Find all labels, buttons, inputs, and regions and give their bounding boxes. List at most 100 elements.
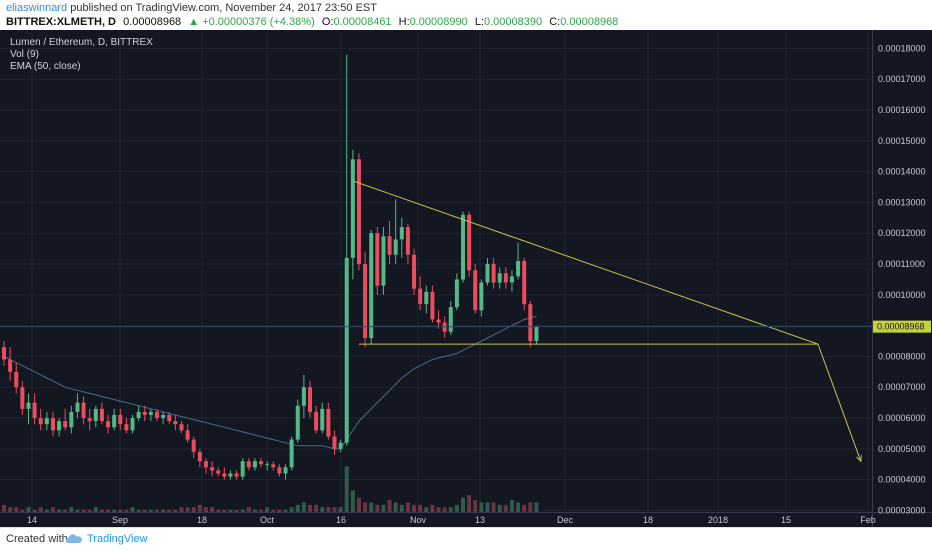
tradingview-brand-link[interactable]: TradingView	[87, 533, 148, 545]
volume-bar	[142, 509, 147, 512]
candle-body	[259, 461, 264, 465]
x-tick-label: 13	[475, 515, 485, 525]
volume-bar	[326, 507, 331, 512]
volume-bar	[375, 504, 380, 512]
author-link[interactable]: eliaswinnard	[6, 2, 68, 14]
candle-body	[246, 461, 251, 468]
candle-body	[161, 414, 166, 419]
volume-bar	[228, 509, 233, 512]
chart-header: eliaswinnard published on TradingView.co…	[0, 0, 932, 30]
grid	[0, 33, 872, 512]
candle-body	[326, 408, 331, 437]
time-axis[interactable]: 14 Sep 18 Oct 16 Nov 13 Dec 18 2018 15 Feb	[27, 515, 876, 525]
candle-body	[289, 439, 294, 468]
volume-bar	[448, 507, 453, 512]
volume-bar	[38, 507, 43, 512]
trendline[interactable]	[817, 343, 862, 462]
price-chart[interactable]: 0.00003000 0.00004000 0.00005000 0.00006000…	[0, 30, 932, 527]
x-tick-label: Nov	[410, 515, 427, 525]
legend-volume[interactable]: Vol (9)	[10, 49, 39, 60]
candle-body	[2, 347, 6, 360]
y-tick-label: 0.00004000	[878, 475, 926, 485]
volume-bar	[387, 500, 392, 512]
candle-body	[338, 442, 343, 449]
volume-bar	[136, 509, 141, 512]
candle-body	[136, 411, 141, 419]
candle-body	[185, 430, 190, 440]
volume-bar	[509, 500, 514, 512]
volume-bar	[99, 509, 104, 512]
open-label: O:	[321, 16, 334, 28]
candle-body	[38, 418, 43, 425]
candle-body	[509, 276, 514, 283]
volume-bar	[436, 507, 441, 512]
volume-bar	[295, 504, 300, 512]
candle-body	[534, 326, 539, 342]
candle-body	[436, 319, 441, 323]
volume-bar	[14, 507, 19, 512]
y-tick-label: 0.00018000	[878, 43, 926, 53]
candle-body	[271, 464, 276, 468]
volume-bar	[222, 509, 227, 512]
candle-body	[424, 291, 429, 305]
chart-legend: Lumen / Ethereum, D, BITTREX Vol (9) EMA…	[10, 37, 153, 72]
volume-bar	[179, 507, 184, 512]
candle-body	[301, 387, 306, 406]
candle-body	[44, 418, 49, 425]
candle-body	[497, 273, 502, 283]
candle-body	[106, 421, 111, 428]
volume-bar	[63, 509, 68, 512]
volume-bar	[130, 507, 135, 512]
volume-bar	[87, 509, 92, 512]
volume-bar	[148, 509, 153, 512]
candle-body	[387, 236, 392, 255]
candle-body	[528, 304, 533, 342]
candle-body	[179, 424, 184, 431]
candle-body	[112, 414, 117, 428]
candle-body	[479, 282, 484, 311]
volume-bar	[246, 507, 251, 512]
volume-bar	[259, 509, 264, 512]
candle-body	[332, 436, 337, 449]
volume-bar	[173, 509, 178, 512]
volume-bar	[112, 509, 117, 512]
x-tick-label: Feb	[860, 515, 876, 525]
volume-bar	[473, 500, 478, 512]
volume-bar	[50, 507, 55, 512]
candle-body	[491, 264, 496, 283]
volume-bar	[461, 497, 465, 512]
open-value: 0.00008461	[333, 16, 392, 28]
candle-body	[148, 411, 153, 415]
candle-body	[418, 288, 423, 305]
volume-bar	[265, 507, 270, 512]
candle-body	[277, 467, 282, 474]
candle-body	[222, 473, 227, 477]
volume-bar	[57, 509, 62, 512]
volume-bar	[412, 504, 417, 512]
volume-bar	[350, 490, 355, 512]
volume-bar	[320, 507, 325, 512]
candle-body	[454, 279, 459, 308]
x-tick-label: 14	[27, 515, 37, 525]
volume-bar	[528, 502, 533, 512]
candle-body	[314, 411, 319, 431]
created-with-text: Created with	[6, 533, 68, 545]
price-axis[interactable]: 0.00003000 0.00004000 0.00005000 0.00006000…	[878, 43, 926, 515]
candle-body	[356, 159, 361, 265]
volume-bar	[44, 509, 49, 512]
candle-body	[81, 402, 86, 419]
volume-bar	[363, 502, 368, 512]
candle-body	[8, 359, 13, 372]
y-tick-label: 0.00006000	[878, 413, 926, 423]
candle-body	[26, 402, 31, 409]
volume-bar	[240, 509, 245, 512]
legend-ema[interactable]: EMA (50, close)	[10, 61, 81, 72]
volume-bar	[344, 466, 349, 512]
volume-bar	[216, 509, 221, 512]
candle-body	[252, 461, 257, 468]
volume-bar	[203, 507, 208, 512]
trendline[interactable]	[352, 180, 819, 345]
candle-body	[93, 408, 98, 422]
x-tick-label: Sep	[112, 515, 128, 525]
candle-body	[203, 461, 208, 468]
